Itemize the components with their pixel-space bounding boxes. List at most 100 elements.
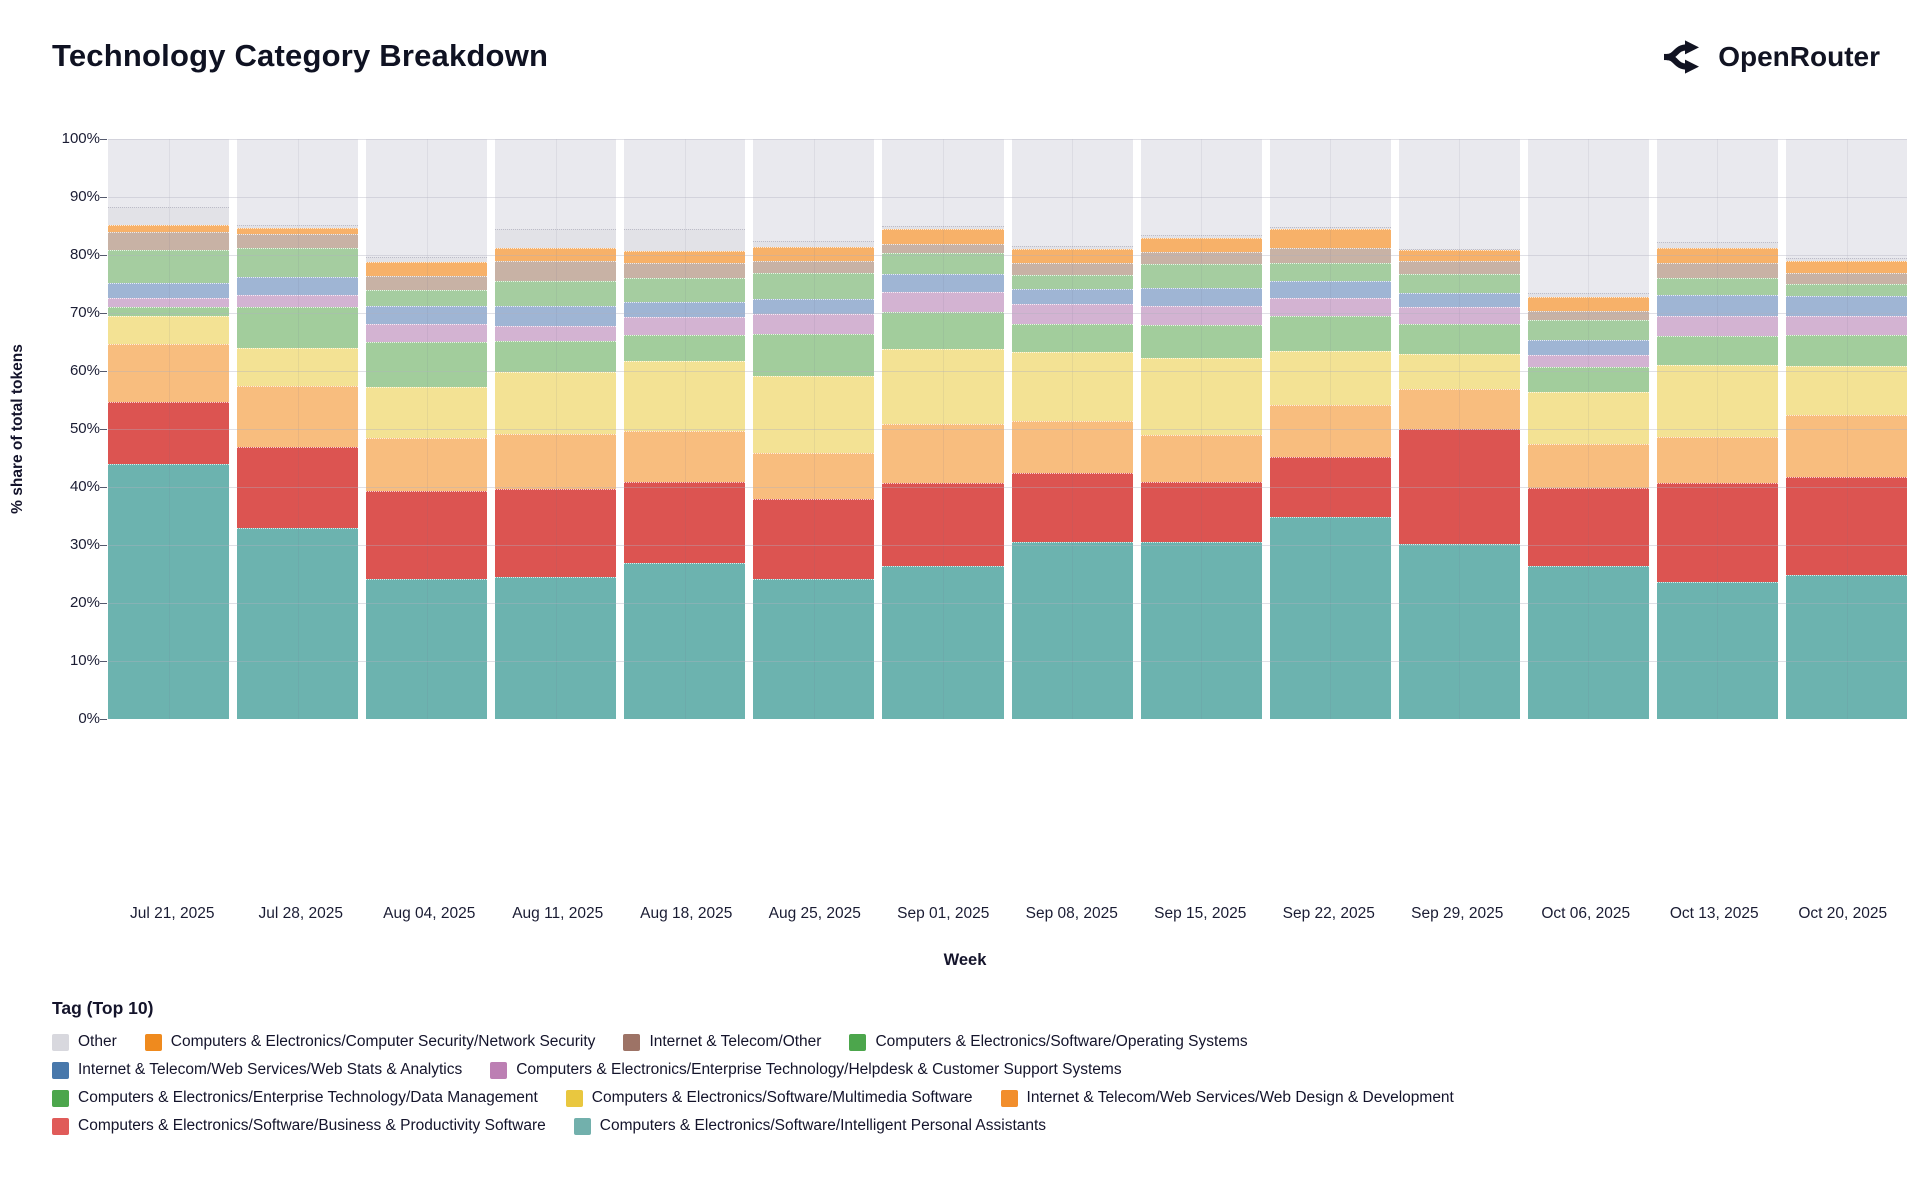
- segment[interactable]: [1011, 473, 1133, 542]
- segment[interactable]: [1527, 310, 1649, 320]
- segment[interactable]: [108, 463, 230, 719]
- segment[interactable]: [366, 257, 488, 263]
- segment[interactable]: [1398, 250, 1520, 262]
- legend-item[interactable]: Computers & Electronics/Software/Operati…: [849, 1033, 1248, 1051]
- segment[interactable]: [624, 430, 746, 483]
- segment[interactable]: [1786, 476, 1908, 575]
- segment[interactable]: [1398, 293, 1520, 308]
- segment[interactable]: [1398, 273, 1520, 294]
- segment[interactable]: [753, 578, 875, 719]
- segment[interactable]: [1398, 249, 1520, 251]
- segment[interactable]: [624, 562, 746, 719]
- segment[interactable]: [1140, 263, 1262, 288]
- legend-item[interactable]: Internet & Telecom/Web Services/Web Desi…: [1000, 1089, 1454, 1107]
- segment[interactable]: [882, 274, 1004, 293]
- segment[interactable]: [1656, 582, 1779, 719]
- segment[interactable]: [1656, 365, 1779, 438]
- segment[interactable]: [366, 342, 488, 388]
- segment[interactable]: [882, 482, 1004, 566]
- segment[interactable]: [1786, 284, 1908, 297]
- segment[interactable]: [1269, 263, 1391, 282]
- segment[interactable]: [1269, 226, 1391, 229]
- segment[interactable]: [624, 302, 746, 318]
- segment[interactable]: [108, 231, 230, 251]
- segment[interactable]: [1527, 366, 1649, 393]
- segment[interactable]: [108, 315, 230, 344]
- segment[interactable]: [366, 437, 488, 492]
- segment[interactable]: [1269, 228, 1391, 249]
- segment[interactable]: [1398, 261, 1520, 274]
- legend-item[interactable]: Other: [52, 1033, 117, 1051]
- segment[interactable]: [1269, 248, 1391, 264]
- legend-item[interactable]: Computers & Electronics/Computer Securit…: [144, 1033, 595, 1051]
- segment[interactable]: [1011, 324, 1133, 353]
- segment[interactable]: [1398, 307, 1520, 325]
- segment[interactable]: [1269, 281, 1391, 298]
- bar-aug-18-2025[interactable]: [624, 139, 746, 719]
- bar-oct-13-2025[interactable]: [1656, 139, 1779, 719]
- bar-aug-04-2025[interactable]: [366, 139, 488, 719]
- segment[interactable]: [753, 273, 875, 299]
- segment[interactable]: [237, 224, 359, 229]
- segment[interactable]: [1786, 260, 1908, 274]
- segment[interactable]: [237, 228, 359, 234]
- segment[interactable]: [1011, 275, 1133, 290]
- segment[interactable]: [237, 385, 359, 447]
- bar-sep-29-2025[interactable]: [1398, 139, 1520, 719]
- bar-jul-21-2025[interactable]: [108, 139, 230, 719]
- segment[interactable]: [1140, 305, 1262, 326]
- legend-item[interactable]: Computers & Electronics/Enterprise Techn…: [490, 1061, 1122, 1079]
- segment[interactable]: [1786, 315, 1908, 336]
- segment[interactable]: [1656, 263, 1779, 279]
- segment[interactable]: [1656, 482, 1779, 583]
- segment[interactable]: [366, 305, 488, 325]
- segment[interactable]: [1527, 292, 1649, 298]
- segment[interactable]: [1527, 297, 1649, 311]
- segment[interactable]: [624, 263, 746, 279]
- segment[interactable]: [366, 275, 488, 290]
- segment[interactable]: [1269, 516, 1391, 719]
- segment[interactable]: [495, 489, 617, 578]
- segment[interactable]: [108, 206, 230, 225]
- bar-sep-01-2025[interactable]: [882, 139, 1004, 719]
- segment[interactable]: [237, 307, 359, 349]
- segment[interactable]: [1011, 246, 1133, 250]
- segment[interactable]: [495, 372, 617, 435]
- segment[interactable]: [1786, 574, 1908, 719]
- segment[interactable]: [1527, 488, 1649, 566]
- segment[interactable]: [495, 260, 617, 281]
- segment[interactable]: [1398, 544, 1520, 719]
- segment[interactable]: [1527, 354, 1649, 367]
- segment[interactable]: [753, 375, 875, 454]
- segment[interactable]: [1786, 415, 1908, 477]
- segment[interactable]: [1656, 295, 1779, 316]
- segment[interactable]: [753, 298, 875, 314]
- segment[interactable]: [108, 343, 230, 402]
- segment[interactable]: [1656, 248, 1779, 264]
- segment[interactable]: [1269, 405, 1391, 457]
- segment[interactable]: [882, 225, 1004, 229]
- segment[interactable]: [1269, 297, 1391, 316]
- legend-item[interactable]: Computers & Electronics/Software/Busines…: [52, 1117, 546, 1135]
- segment[interactable]: [1140, 357, 1262, 435]
- segment[interactable]: [753, 334, 875, 376]
- segment[interactable]: [366, 324, 488, 343]
- segment[interactable]: [1011, 263, 1133, 276]
- bar-sep-08-2025[interactable]: [1011, 139, 1133, 719]
- segment[interactable]: [1786, 366, 1908, 416]
- segment[interactable]: [1527, 339, 1649, 355]
- segment[interactable]: [366, 491, 488, 580]
- segment[interactable]: [753, 313, 875, 335]
- segment[interactable]: [1398, 353, 1520, 389]
- segment[interactable]: [237, 527, 359, 719]
- segment[interactable]: [1140, 541, 1262, 719]
- segment[interactable]: [495, 325, 617, 341]
- segment[interactable]: [1140, 287, 1262, 306]
- segment[interactable]: [1398, 389, 1520, 430]
- segment[interactable]: [1786, 257, 1908, 261]
- segment[interactable]: [882, 228, 1004, 245]
- segment[interactable]: [108, 297, 230, 308]
- segment[interactable]: [624, 228, 746, 252]
- segment[interactable]: [1140, 251, 1262, 264]
- segment[interactable]: [366, 387, 488, 438]
